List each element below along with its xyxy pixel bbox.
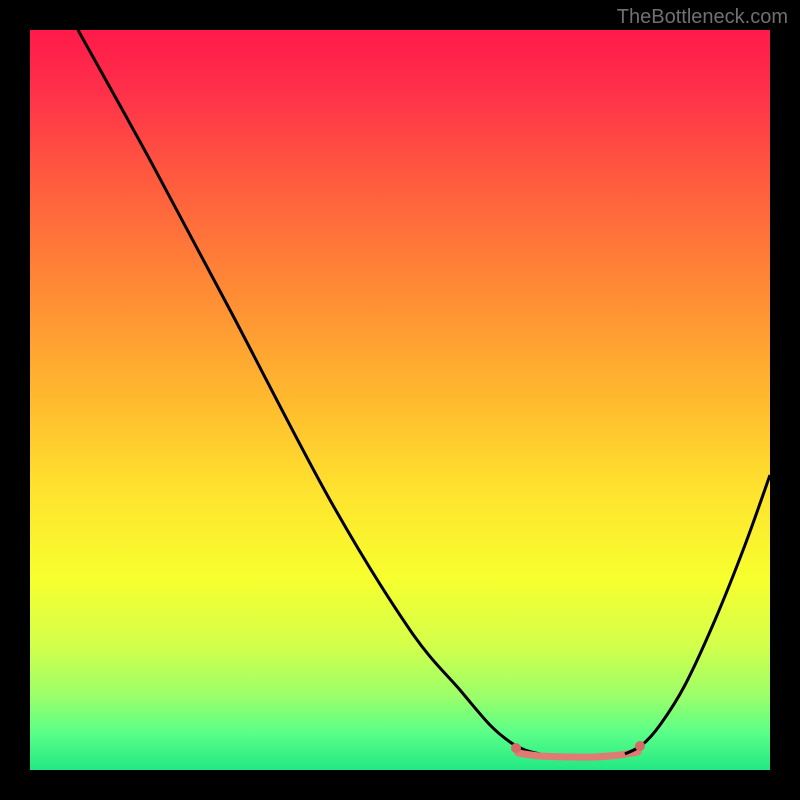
chart-area [30, 30, 770, 770]
left-curve [78, 30, 540, 754]
right-curve [625, 475, 770, 754]
watermark-text: TheBottleneck.com [617, 6, 788, 29]
curve-marker [511, 743, 521, 753]
curve-layer [30, 30, 770, 770]
flat-segment [518, 752, 638, 757]
curve-marker [635, 741, 645, 751]
